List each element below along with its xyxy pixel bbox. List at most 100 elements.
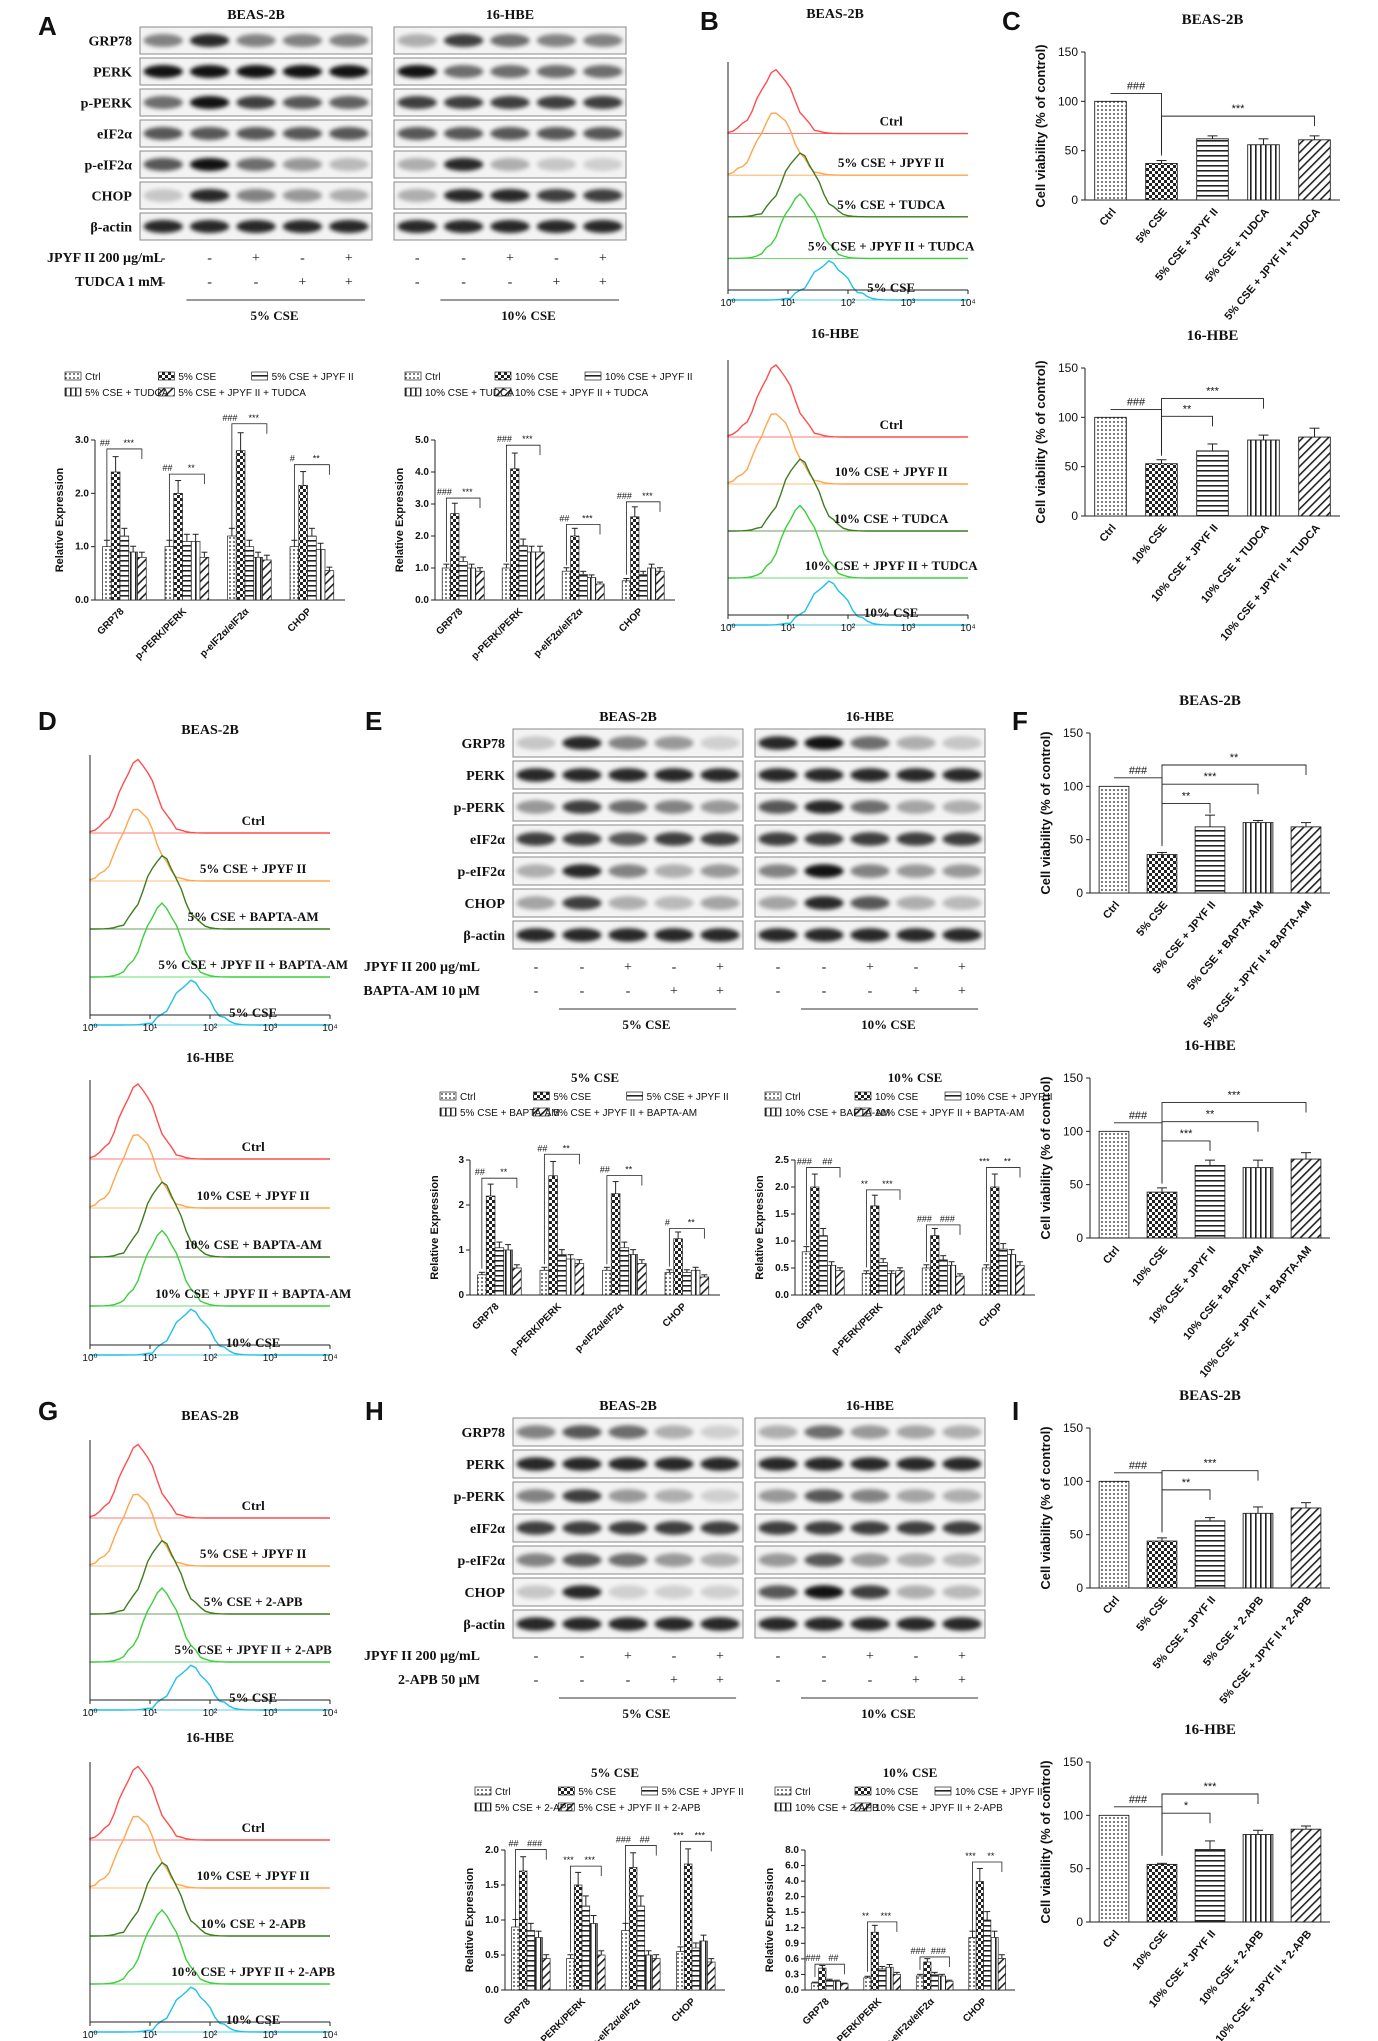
blot-band: [282, 65, 323, 78]
bar: [501, 567, 511, 601]
blot-band: [654, 1425, 694, 1439]
bar: [1015, 1264, 1025, 1296]
bar: [512, 1267, 522, 1296]
blot-band: [562, 1521, 602, 1535]
bar: [565, 1258, 576, 1296]
histogram-label: 5% CSE: [229, 1005, 277, 1020]
treatment-sign: -: [822, 984, 827, 999]
bar: [621, 1930, 630, 1991]
significance-bracket: [1161, 1812, 1211, 1854]
flow-tick-label: 10¹: [781, 298, 796, 309]
bar: [1098, 1814, 1130, 1923]
bar: [561, 570, 571, 601]
bar: [636, 1905, 646, 1991]
significance-mark: **: [625, 1165, 633, 1175]
legend-label: 5% CSE: [178, 372, 216, 383]
bar: [947, 1264, 957, 1296]
bar: [485, 1195, 496, 1296]
flow-tick-label: 10²: [841, 298, 856, 309]
blot-band: [329, 189, 369, 202]
bar: [503, 1249, 513, 1296]
bar: [324, 570, 335, 601]
bar: [1247, 439, 1280, 517]
blot-band: [562, 800, 602, 814]
blot-band: [850, 1553, 890, 1567]
bar: [467, 567, 477, 601]
significance-mark: **: [861, 1179, 869, 1189]
blot-band: [608, 800, 648, 814]
significance-bracket: [168, 473, 205, 541]
y-tick-label: 0.6: [785, 1954, 799, 1965]
treatment-sign: -: [822, 1673, 827, 1688]
significance-mark: ###: [1129, 1794, 1148, 1806]
bar: [1196, 138, 1229, 201]
legend-label: 10% CSE + 2-APB: [795, 1803, 879, 1814]
treatment-sign: -: [554, 251, 559, 266]
histogram-label: 10% CSE: [226, 1335, 281, 1350]
significance-bracket: [106, 448, 143, 541]
blot-band: [804, 1553, 844, 1567]
y-tick-label: 4.0: [415, 467, 429, 478]
chart-title: 10% CSE: [888, 1070, 943, 1085]
blot-band: [562, 896, 602, 910]
chart-c-hbe: [1081, 367, 1340, 517]
bar: [676, 1951, 685, 1991]
legend-label: 10% CSE + JPYF II + 2-APB: [875, 1803, 1003, 1814]
flow-tick-label: 10³: [263, 1023, 278, 1034]
histogram-label: 5% CSE + BAPTA-AM: [188, 909, 319, 924]
significance-bracket: [506, 444, 541, 562]
flow-tick-label: 10³: [263, 1353, 278, 1364]
blot-band: [700, 1457, 740, 1471]
blot-band: [143, 65, 183, 78]
bar: [647, 567, 657, 601]
bar: [610, 1193, 621, 1296]
significance-mark: ##: [537, 1143, 547, 1153]
blot-band: [536, 158, 577, 171]
x-tick-label: p-eIF2α/eIF2α: [590, 1996, 644, 2041]
significance-mark: *: [1184, 1800, 1189, 1812]
flow-tick-label: 10³: [901, 623, 916, 634]
legend-swatch: [532, 1107, 550, 1117]
significance-mark: ***: [1232, 103, 1246, 115]
bar: [581, 1905, 591, 1991]
cell-line-title: BEAS-2B: [599, 1399, 657, 1414]
y-tick-label: 1.5: [785, 1907, 799, 1918]
protein-label: CHOP: [465, 1586, 506, 1601]
significance-bracket: [1161, 415, 1213, 454]
significance-mark: ##: [162, 463, 172, 473]
flow-tick-label: 10²: [203, 1708, 218, 1719]
treatment-sign: -: [626, 984, 631, 999]
blot-band: [850, 800, 890, 814]
blot-band: [397, 34, 437, 47]
flow-tick-label: 10³: [901, 298, 916, 309]
y-tick-label: 2.0: [75, 488, 89, 499]
blot-band: [654, 800, 694, 814]
x-tick-label: p-eIF2α/eIF2α: [198, 606, 252, 660]
histogram-label: Ctrl: [242, 1498, 265, 1513]
bar: [1290, 1828, 1322, 1923]
blot-band: [700, 1521, 740, 1535]
flow-tick-label: 10⁴: [322, 1708, 337, 1719]
blot-band: [329, 65, 369, 78]
bar: [1146, 854, 1178, 894]
blot-band: [804, 864, 844, 878]
protein-label: eIF2α: [470, 833, 505, 848]
blot-band: [189, 158, 230, 171]
significance-mark: ##: [100, 438, 110, 448]
blot-band: [329, 158, 369, 171]
flow-title: BEAS-2B: [181, 1409, 239, 1424]
x-tick-label: Ctrl: [1101, 1244, 1122, 1266]
x-tick-label: CHOP: [286, 606, 314, 634]
significance-mark: **: [500, 1167, 508, 1177]
y-tick-label: 100: [1058, 410, 1078, 424]
blot-band: [516, 864, 556, 878]
legend-label: Ctrl: [495, 1787, 511, 1798]
bar: [835, 1270, 845, 1296]
blot-band: [282, 220, 323, 233]
blot-band: [850, 1585, 890, 1599]
bar: [475, 570, 485, 601]
treatment-sign: -: [254, 275, 259, 290]
significance-mark: ***: [694, 1830, 705, 1840]
bar: [548, 1175, 558, 1296]
